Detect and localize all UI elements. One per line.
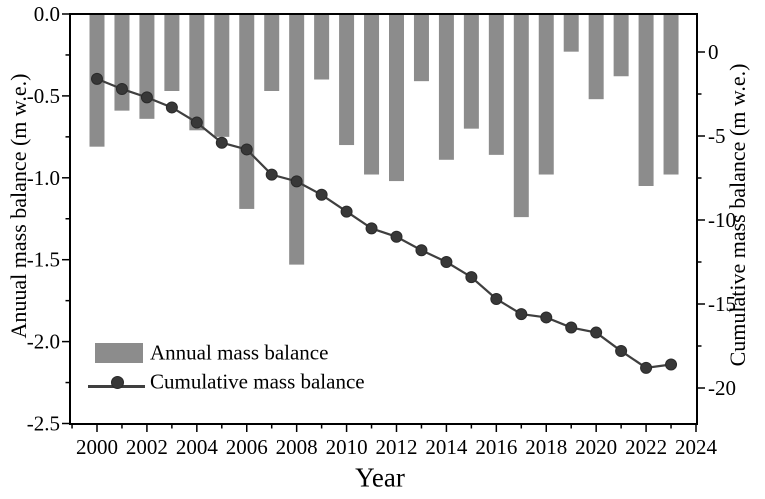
cumulative-point-2010 [340, 205, 353, 218]
legend-annual-swatch [95, 343, 143, 363]
x-tick-label-2000: 2000 [76, 435, 118, 459]
cumulative-point-2016 [490, 292, 503, 305]
cumulative-point-2020 [590, 326, 603, 339]
cumulative-point-2009 [315, 188, 328, 201]
bar-2018 [538, 14, 554, 175]
bar-2022 [638, 14, 654, 186]
right-tick-label: 0 [708, 40, 719, 64]
legend-annual-label: Annual mass balance [150, 340, 329, 365]
cumulative-point-2013 [415, 244, 428, 257]
x-tick-label-2014: 2014 [425, 435, 468, 459]
x-tick-label-2008: 2008 [276, 435, 318, 459]
left-tick-label: 0.0 [34, 2, 60, 26]
legend-cumulative-marker-icon [111, 376, 124, 389]
cumulative-point-2018 [540, 311, 553, 324]
x-tick-label-2010: 2010 [326, 435, 368, 459]
bar-2017 [513, 14, 529, 218]
x-tick-label-2024: 2024 [675, 435, 718, 459]
cumulative-point-2008 [290, 175, 303, 188]
bar-2012 [389, 14, 404, 182]
cumulative-point-2017 [515, 308, 528, 321]
cumulative-point-2006 [240, 143, 253, 156]
left-tick-label: -1.5 [27, 248, 60, 272]
x-tick-label-2004: 2004 [176, 435, 219, 459]
bar-2005 [214, 14, 230, 137]
x-tick-label-2006: 2006 [226, 435, 268, 459]
cumulative-point-2007 [265, 168, 278, 181]
cumulative-point-2000 [91, 72, 103, 85]
cumulative-point-2012 [390, 230, 403, 243]
bar-2020 [588, 14, 604, 100]
bar-2015 [463, 14, 479, 129]
cumulative-point-2003 [165, 101, 178, 114]
x-tick-label-2012: 2012 [376, 435, 418, 459]
bar-2014 [438, 14, 454, 160]
bar-2004 [189, 14, 205, 131]
x-tick-label-2016: 2016 [475, 435, 517, 459]
left-tick-label: -1.0 [27, 166, 60, 190]
cumulative-line [96, 77, 672, 369]
left-tick-label: -2.5 [27, 412, 60, 436]
bar-2002 [139, 14, 155, 119]
x-tick-label-2018: 2018 [525, 435, 567, 459]
right-tick-label: -10 [708, 208, 736, 232]
x-tick-label-2002: 2002 [126, 435, 168, 459]
bar-2013 [413, 14, 429, 82]
cumulative-point-2021 [615, 345, 628, 358]
bar-2019 [563, 14, 579, 52]
bar-2016 [488, 14, 504, 155]
x-tick-label-2022: 2022 [625, 435, 667, 459]
x-axis-title: Year [355, 462, 405, 493]
left-tick-label: -2.0 [27, 330, 60, 354]
cumulative-point-2004 [190, 116, 203, 129]
bar-2023 [663, 14, 679, 175]
left-axis-title: Anuual mass balance (m w.e.) [6, 73, 31, 339]
cumulative-point-2014 [440, 256, 453, 268]
bar-2007 [264, 14, 280, 91]
right-tick-label: -20 [708, 376, 736, 400]
cumulative-point-2002 [140, 91, 153, 104]
x-tick-label-2020: 2020 [575, 435, 617, 459]
cumulative-point-2011 [365, 222, 378, 235]
legend-cumulative-label: Cumulative mass balance [150, 369, 365, 394]
cumulative-point-2023 [665, 358, 678, 371]
left-tick-label: -0.5 [27, 84, 60, 108]
cumulative-point-2022 [640, 361, 653, 374]
bar-2003 [164, 14, 180, 91]
right-tick-label: -5 [708, 124, 726, 148]
bar-2001 [114, 14, 130, 111]
right-tick-label: -15 [708, 292, 736, 316]
bar-2009 [314, 14, 330, 80]
cumulative-point-2001 [115, 82, 128, 95]
bar-2008 [289, 14, 305, 265]
bar-2010 [339, 14, 355, 146]
cumulative-point-2019 [565, 321, 578, 334]
cumulative-point-2015 [465, 271, 478, 284]
cumulative-point-2005 [215, 136, 228, 149]
bar-2011 [364, 14, 380, 175]
bar-2006 [239, 14, 255, 209]
bar-2021 [613, 14, 629, 77]
right-axis-title: Cumulative mass balance (m w.e.) [725, 63, 750, 367]
